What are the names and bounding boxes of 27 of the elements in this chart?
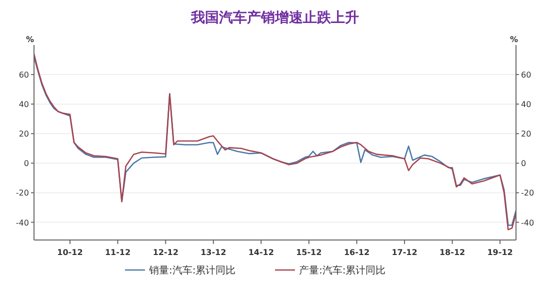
y2-tick-label: -40 [521,218,534,228]
x-tick-label: 19-12 [487,248,513,257]
y2-tick-label: 0 [521,159,526,168]
y-tick-label: 20 [18,130,29,139]
y2-tick-label: 20 [521,130,532,139]
y2-axis-title: % [510,35,518,44]
y-tick-label: 60 [18,70,29,80]
x-tick-label: 18-12 [439,248,466,257]
y-axis-title: % [26,35,34,44]
x-tick-label: 15-12 [296,248,322,257]
y-tick-label: 40 [18,100,29,110]
x-tick-label: 12-12 [152,248,178,257]
x-tick-label: 14-12 [248,248,274,257]
legend-label: 销量:汽车:累计同比 [148,264,236,276]
y2-tick-label: -20 [521,188,534,198]
chart-title: 我国汽车产销增速止跌上升 [190,9,359,26]
x-tick-label: 13-12 [200,248,226,257]
y-tick-label: -20 [16,188,29,198]
legend-label: 产量:汽车:累计同比 [299,264,386,276]
x-tick-label: 16-12 [344,248,370,257]
y-tick-label: 0 [24,159,29,168]
y2-tick-label: 40 [521,100,532,110]
x-tick-label: 17-12 [392,248,418,257]
y-tick-label: -40 [16,218,29,228]
x-tick-label: 10-12 [57,248,83,257]
x-tick-label: 11-12 [104,248,131,257]
y2-tick-label: 60 [521,70,532,80]
